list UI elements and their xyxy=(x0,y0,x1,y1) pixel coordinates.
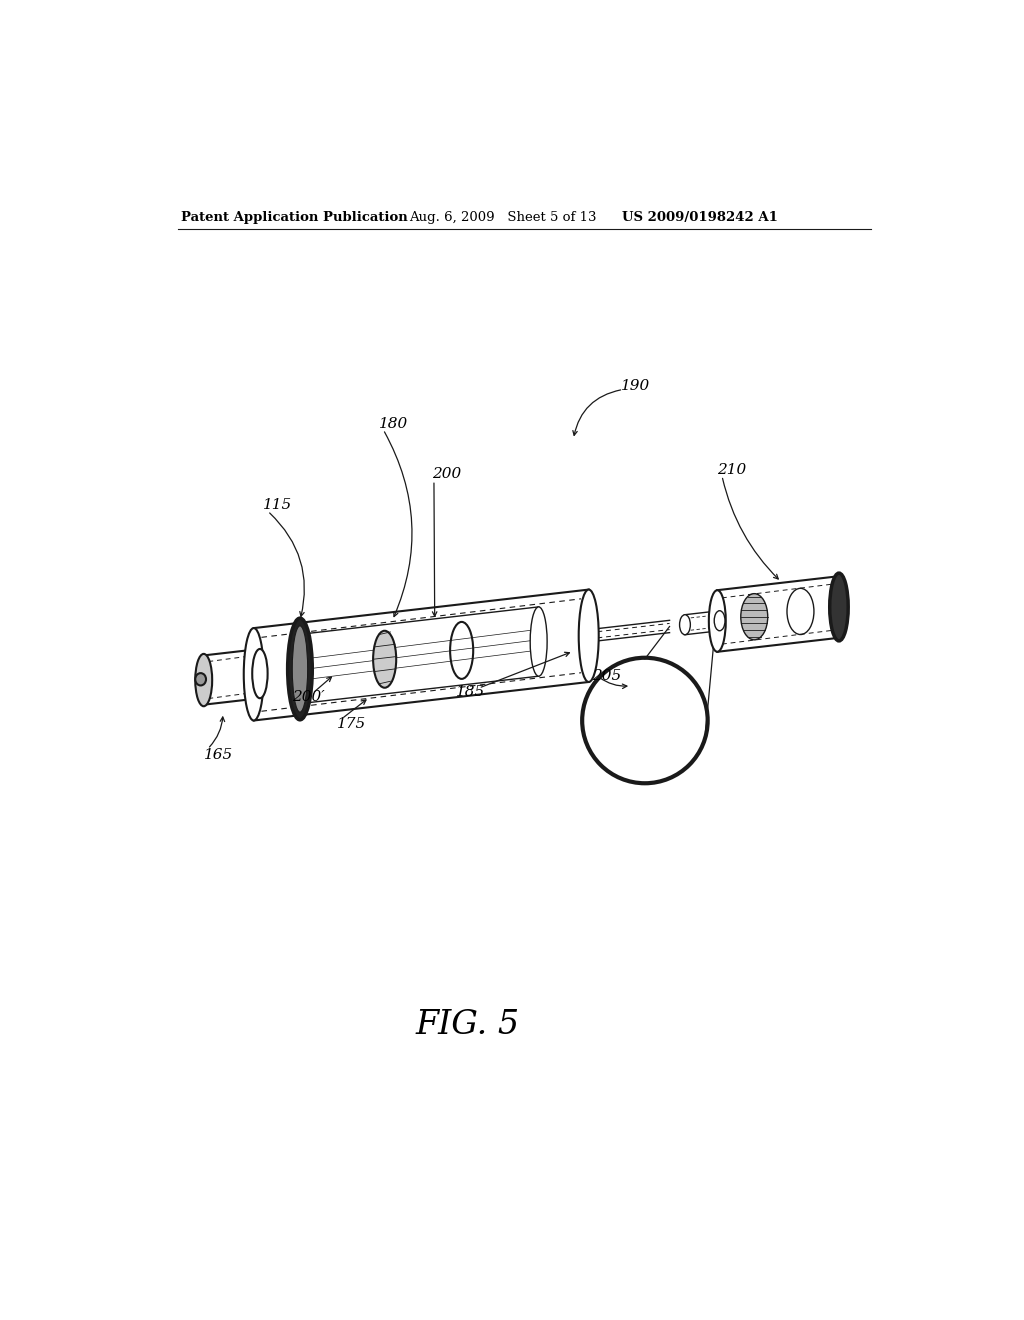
Ellipse shape xyxy=(288,635,304,704)
Ellipse shape xyxy=(530,607,547,676)
Text: US 2009/0198242 A1: US 2009/0198242 A1 xyxy=(622,211,777,224)
Text: 165: 165 xyxy=(204,748,233,762)
Text: 190: 190 xyxy=(621,379,650,392)
Ellipse shape xyxy=(740,594,768,640)
Text: 115: 115 xyxy=(263,498,292,512)
Ellipse shape xyxy=(288,618,312,719)
Ellipse shape xyxy=(196,653,212,706)
Text: 180: 180 xyxy=(379,417,408,432)
Ellipse shape xyxy=(709,590,726,652)
Ellipse shape xyxy=(196,673,206,685)
Ellipse shape xyxy=(680,615,690,635)
Text: 185: 185 xyxy=(456,685,484,700)
Text: 200′: 200′ xyxy=(292,690,325,705)
Ellipse shape xyxy=(373,631,396,688)
Text: Patent Application Publication: Patent Application Publication xyxy=(180,211,408,224)
Text: 200: 200 xyxy=(432,467,462,480)
Ellipse shape xyxy=(829,573,848,642)
Text: 210: 210 xyxy=(717,463,746,478)
Ellipse shape xyxy=(252,649,267,698)
Text: Aug. 6, 2009   Sheet 5 of 13: Aug. 6, 2009 Sheet 5 of 13 xyxy=(410,211,597,224)
Ellipse shape xyxy=(292,626,307,711)
Text: FIG. 5: FIG. 5 xyxy=(416,1008,519,1040)
Text: 175: 175 xyxy=(337,717,367,731)
Ellipse shape xyxy=(714,611,725,631)
Ellipse shape xyxy=(244,628,264,721)
Text: 205: 205 xyxy=(593,669,622,682)
Ellipse shape xyxy=(579,590,599,682)
